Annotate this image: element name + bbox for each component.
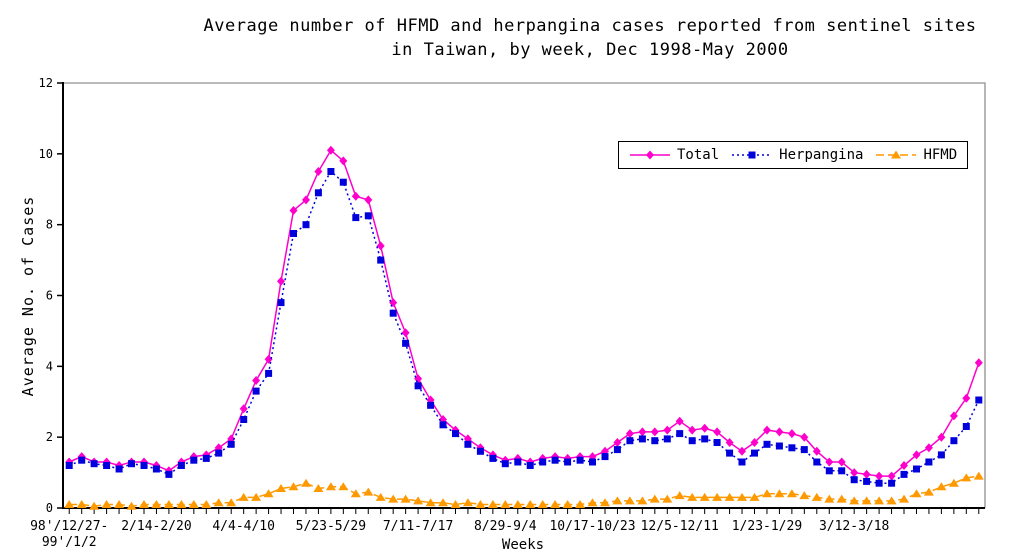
- svg-text:3/12-3/18: 3/12-3/18: [819, 519, 889, 534]
- svg-text:2: 2: [46, 430, 53, 444]
- svg-text:12/5-12/11: 12/5-12/11: [641, 519, 719, 534]
- hfmd-line-marker-icon: [876, 150, 917, 159]
- chart-title-line2: in Taiwan, by week, Dec 1998-May 2000: [391, 40, 789, 60]
- legend-item-hfmd: HFMD: [875, 147, 957, 163]
- svg-text:8/29-9/4: 8/29-9/4: [474, 519, 537, 534]
- svg-text:0: 0: [46, 501, 53, 515]
- legend-item-herpangina: Herpangina: [731, 147, 863, 163]
- svg-text:4: 4: [46, 359, 53, 373]
- svg-text:10: 10: [39, 147, 53, 161]
- svg-text:6: 6: [46, 289, 53, 303]
- plot-series: 0 2 4 6 8 10 12 98'/12/27-99'/1/2 2/14-2/20 4/4-4…: [30, 76, 986, 550]
- herpangina-line-marker-icon: [732, 151, 773, 159]
- svg-text:5/23-5/29: 5/23-5/29: [296, 519, 366, 534]
- svg-text:2/14-2/20: 2/14-2/20: [121, 519, 191, 534]
- legend-item-total: Total: [629, 147, 719, 163]
- svg-text:1/23-1/29: 1/23-1/29: [732, 519, 802, 534]
- svg-text:10/17-10/23: 10/17-10/23: [549, 519, 635, 534]
- legend: Total Herpangina HFMD: [618, 141, 969, 169]
- legend-label-herpangina: Herpangina: [779, 147, 864, 163]
- svg-text:7/11-7/17: 7/11-7/17: [383, 519, 453, 534]
- svg-text:12: 12: [39, 76, 53, 90]
- svg-text:8: 8: [46, 218, 53, 232]
- total-line-marker-icon: [630, 150, 670, 160]
- chart-title-line1: Average number of HFMD and herpangina ca…: [203, 16, 977, 36]
- svg-text:99'/1/2: 99'/1/2: [42, 535, 97, 550]
- svg-text:4/4-4/10: 4/4-4/10: [212, 519, 275, 534]
- chart-title: Average number of HFMD and herpangina ca…: [170, 14, 1009, 62]
- legend-label-hfmd: HFMD: [923, 147, 958, 163]
- svg-text:98'/12/27-: 98'/12/27-: [30, 519, 108, 534]
- x-axis-label: Weeks: [502, 537, 544, 553]
- legend-label-total: Total: [677, 147, 720, 163]
